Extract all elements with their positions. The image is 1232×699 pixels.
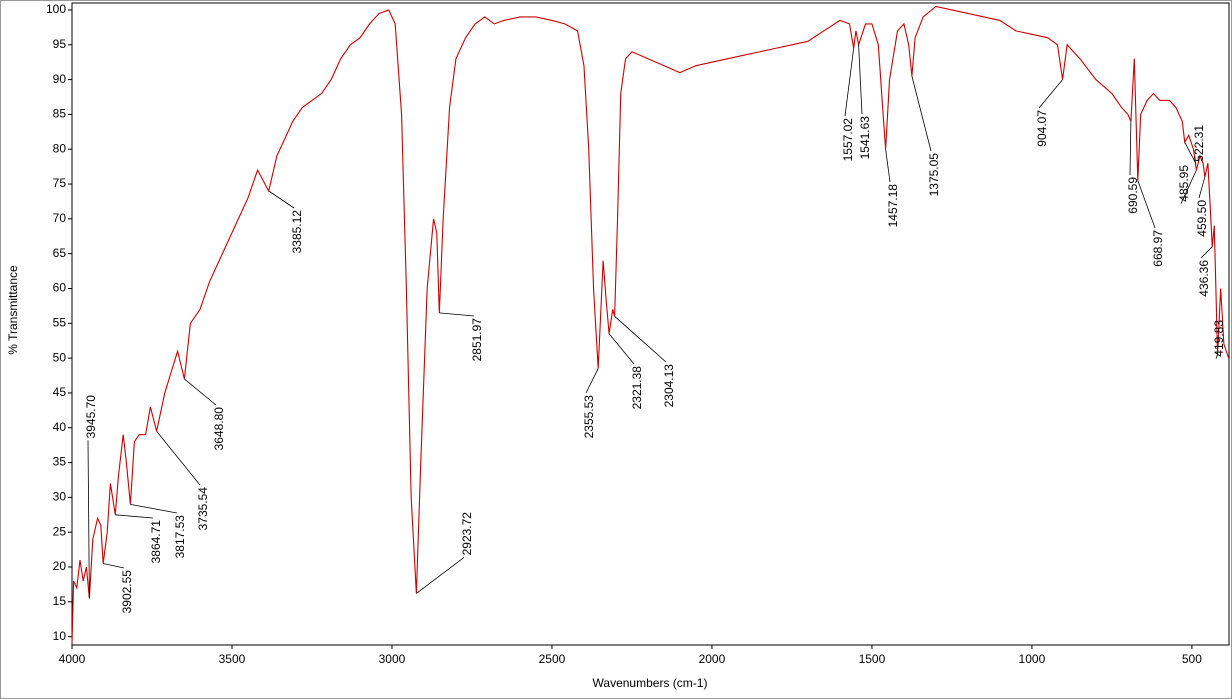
y-tick-label: 45 (53, 385, 67, 399)
peak-leader (858, 44, 863, 115)
y-tick-label: 85 (53, 107, 67, 121)
y-tick-label: 95 (53, 37, 67, 51)
peak-leader (1198, 176, 1206, 199)
peak-leader (1129, 121, 1132, 176)
peak-leader (614, 316, 667, 363)
y-tick-label: 25 (53, 524, 67, 538)
peak-leader (844, 48, 855, 117)
y-tick-label: 65 (53, 246, 67, 260)
peak-label: 1375.05 (927, 153, 941, 197)
peak-label: 522.31 (1192, 125, 1206, 162)
peak-leader (885, 149, 891, 183)
peak-leader (87, 440, 90, 599)
peak-label: 1541.63 (858, 116, 872, 160)
plot-frame (71, 2, 1230, 646)
peak-label: 668.97 (1151, 230, 1165, 267)
peak-label: 1457.18 (886, 184, 900, 228)
peak-leader (585, 368, 599, 394)
peak-label: 1557.02 (841, 118, 855, 162)
peak-leader (184, 378, 217, 406)
peak-label: 436.36 (1197, 260, 1211, 297)
peak-leader (608, 333, 635, 365)
peak-leader (1180, 169, 1197, 204)
peak-leader (156, 430, 201, 486)
peak-label: 3385.12 (290, 210, 304, 254)
peak-label: 3735.54 (196, 487, 210, 531)
peak-leader (1184, 142, 1197, 164)
peak-leader (1137, 180, 1156, 229)
y-tick-label: 90 (53, 72, 67, 86)
x-tick-label: 3000 (379, 652, 406, 666)
y-tick-label: 30 (53, 490, 67, 504)
peak-label: 2355.53 (582, 395, 596, 439)
x-tick-label: 1000 (1019, 652, 1046, 666)
peak-label: 3902.55 (120, 570, 134, 614)
peak-leader (911, 76, 932, 152)
y-axis-title: % Transmittance (6, 265, 20, 355)
x-axis-title: Wavenumbers (cm-1) (593, 676, 708, 690)
peak-leader (115, 514, 154, 519)
peak-leader (1200, 246, 1213, 259)
peak-leader (268, 190, 295, 209)
x-tick-label: 3500 (219, 652, 246, 666)
peak-label: 3864.71 (149, 520, 163, 564)
x-tick-label: 1500 (859, 652, 886, 666)
peak-label: 3648.80 (212, 407, 226, 451)
peak-leader (130, 503, 178, 514)
peak-label: 2851.97 (470, 318, 484, 362)
spectrum-line (71, 5, 1230, 644)
peak-label: 690.59 (1126, 177, 1140, 214)
y-tick-label: 50 (53, 350, 67, 364)
y-tick-label: 60 (53, 281, 67, 295)
peak-label: 2923.72 (460, 512, 474, 556)
peak-label: 459.50 (1195, 200, 1209, 237)
peak-label: 3945.70 (84, 395, 98, 439)
peak-label: 419.83 (1212, 320, 1226, 357)
y-tick-label: 10 (53, 629, 67, 643)
peak-leader (439, 312, 475, 317)
peak-leader (1038, 79, 1063, 109)
peak-leader (416, 557, 465, 594)
peak-label: 485.95 (1177, 165, 1191, 202)
peak-label: 3817.53 (173, 515, 187, 559)
y-tick-label: 35 (53, 455, 67, 469)
y-tick-label: 20 (53, 559, 67, 573)
peak-label: 2321.38 (630, 366, 644, 410)
y-tick-label: 80 (53, 141, 67, 155)
peak-label: 904.07 (1035, 110, 1049, 147)
y-tick-label: 75 (53, 176, 67, 190)
y-tick-label: 100 (46, 2, 66, 16)
peak-label: 2304.13 (662, 364, 676, 408)
y-tick-label: 70 (53, 211, 67, 225)
y-tick-label: 40 (53, 420, 67, 434)
x-tick-label: 500 (1182, 652, 1202, 666)
peak-leader (103, 563, 125, 569)
peak-leader (1215, 354, 1218, 359)
x-tick-label: 4000 (59, 652, 86, 666)
x-tick-label: 2000 (699, 652, 726, 666)
x-tick-label: 2500 (539, 652, 566, 666)
y-tick-label: 55 (53, 315, 67, 329)
y-tick-label: 15 (53, 594, 67, 608)
